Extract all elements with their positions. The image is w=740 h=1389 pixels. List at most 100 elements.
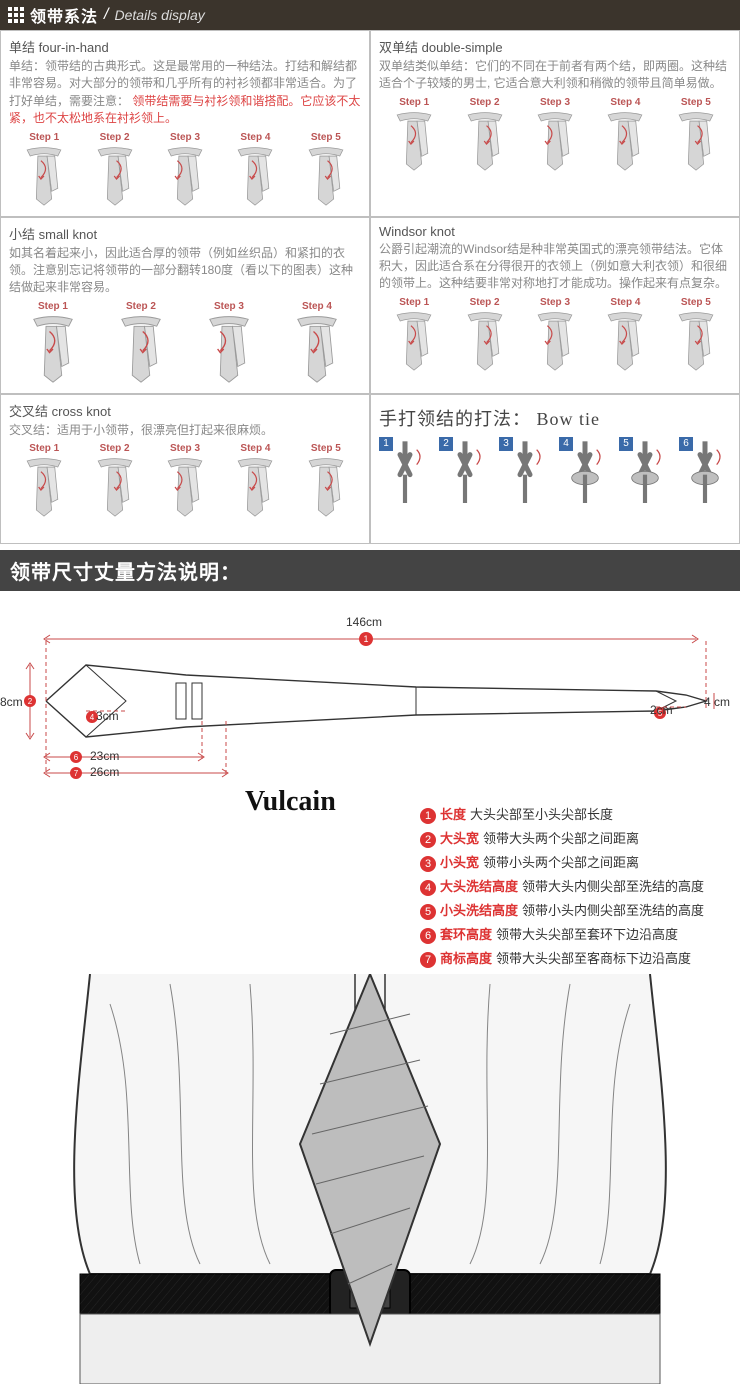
header-dots-icon xyxy=(8,7,24,23)
knot-step: Step 4 xyxy=(590,297,660,377)
step-label: Step 4 xyxy=(220,132,290,143)
legend-value: 领带大头尖部至套环下边沿高度 xyxy=(496,927,678,942)
step-label: Step 2 xyxy=(79,132,149,143)
knot-title: Windsor knot xyxy=(379,224,731,239)
legend-bullet: 2 xyxy=(420,832,436,848)
legend-bullet: 3 xyxy=(420,856,436,872)
svg-text:4: 4 xyxy=(90,713,95,722)
legend-value: 领带大头内侧尖部至洗结的高度 xyxy=(522,879,704,894)
bowtie-row: 1 2 3 4 5 6 xyxy=(379,437,731,514)
knot-windsor: Windsor knot 公爵引起潮流的Windsor结是种非常英国式的漂亮领带… xyxy=(370,217,740,394)
step-label: Step 4 xyxy=(590,297,660,308)
knot-step: Step 3 xyxy=(150,443,220,523)
knot-four-in-hand: 单结 four-in-hand 单结：领带结的古典形式。这是最常用的一种结法。打… xyxy=(0,30,370,217)
size-banner: 领带尺寸丈量方法说明： xyxy=(0,550,740,591)
tie-diagram-svg: 1 2 4 5 6 7 xyxy=(16,621,716,781)
step-label: Step 5 xyxy=(661,97,731,108)
legend-value: 领带小头内侧尖部至洗结的高度 xyxy=(522,903,704,918)
knot-step: Step 1 xyxy=(9,132,79,212)
legend-key: 小头洗结高度 xyxy=(440,903,518,918)
bowtie-step: 2 xyxy=(439,437,491,514)
bowtie-title: 手打领结的打法： Bow tie xyxy=(379,405,731,431)
steps-row: Step 1 Step 2 Step 3 Step 4 Step 5 xyxy=(379,297,731,377)
step-label: Step 5 xyxy=(291,443,361,454)
knot-step: Step 1 xyxy=(379,297,449,377)
knot-small: 小结 small knot 如其名着起来小，因此适合厚的领带（例如丝织品）和紧扣… xyxy=(0,217,370,394)
svg-text:7: 7 xyxy=(74,769,79,778)
knot-step: Step 4 xyxy=(220,443,290,523)
step-label: Step 2 xyxy=(97,301,185,312)
step-label: Step 4 xyxy=(273,301,361,312)
knot-step: Step 2 xyxy=(449,97,519,177)
bowtie-step: 4 xyxy=(559,437,611,514)
knot-step: Step 2 xyxy=(79,132,149,212)
step-label: Step 2 xyxy=(449,297,519,308)
knot-step: Step 1 xyxy=(9,443,79,523)
knot-step: Step 5 xyxy=(291,132,361,212)
bowtie-step: 6 xyxy=(679,437,731,514)
legend-row: 3小头宽领带小头两个尖部之间距离 xyxy=(420,852,740,872)
dim-4cm: 4 cm xyxy=(704,695,730,709)
knot-cross: 交叉结 cross knot 交叉结：适用于小领带，很漂亮但打起来很麻烦。 St… xyxy=(0,394,370,544)
dim-26cm: 26cm xyxy=(90,765,119,779)
legend-value: 领带大头尖部至客商标下边沿高度 xyxy=(496,951,691,966)
step-label: Step 3 xyxy=(520,97,590,108)
step-label: Step 2 xyxy=(449,97,519,108)
dim-3cm: 3cm xyxy=(96,709,119,723)
step-label: Step 1 xyxy=(9,132,79,143)
legend-bullet: 5 xyxy=(420,904,436,920)
bowtie-step: 5 xyxy=(619,437,671,514)
dim-23cm: 23cm xyxy=(90,749,119,763)
knot-step: Step 3 xyxy=(150,132,220,212)
step-label: Step 2 xyxy=(79,443,149,454)
legend-value: 领带大头两个尖部之间距离 xyxy=(483,831,639,846)
knot-desc: 双单结类似单结：它们的不同在于前者有两个结，即两圈。这种结适合个子较矮的男士, … xyxy=(379,58,731,93)
legend-key: 大头宽 xyxy=(440,831,479,846)
legend-key: 大头洗结高度 xyxy=(440,879,518,894)
knot-step: Step 3 xyxy=(520,97,590,177)
step-label: Step 1 xyxy=(9,443,79,454)
step-label: Step 1 xyxy=(379,97,449,108)
header-title-en: Details display xyxy=(114,7,204,23)
legend-value: 大头尖部至小头尖部长度 xyxy=(470,807,613,822)
legend-key: 长度 xyxy=(440,807,466,822)
svg-text:2: 2 xyxy=(28,697,33,706)
knot-step: Step 4 xyxy=(590,97,660,177)
step-label: Step 3 xyxy=(185,301,273,312)
knot-step: Step 5 xyxy=(661,97,731,177)
step-label: Step 5 xyxy=(291,132,361,143)
knot-title: 单结 four-in-hand xyxy=(9,37,361,56)
knot-step: Step 1 xyxy=(9,301,97,389)
legend-bullet: 7 xyxy=(420,952,436,968)
step-label: Step 3 xyxy=(150,132,220,143)
bowtie-step-num: 5 xyxy=(619,437,633,451)
bowtie-step-num: 6 xyxy=(679,437,693,451)
knot-bowtie: 手打领结的打法： Bow tie 1 2 3 4 5 6 xyxy=(370,394,740,544)
dim-total: 146cm xyxy=(346,615,382,629)
step-label: Step 1 xyxy=(379,297,449,308)
steps-row: Step 1 Step 2 Step 3 Step 4 Step 5 xyxy=(379,97,731,177)
legend-row: 4大头洗结高度领带大头内侧尖部至洗结的高度 xyxy=(420,876,740,896)
brand-name: Vulcain xyxy=(245,786,336,818)
bowtie-step-num: 3 xyxy=(499,437,513,451)
knot-desc: 单结：领带结的古典形式。这是最常用的一种结法。打结和解结都非常容易。对大部分的领… xyxy=(9,58,361,128)
legend-key: 套环高度 xyxy=(440,927,492,942)
knot-grid: 单结 four-in-hand 单结：领带结的古典形式。这是最常用的一种结法。打… xyxy=(0,30,740,544)
step-label: Step 3 xyxy=(520,297,590,308)
step-label: Step 4 xyxy=(590,97,660,108)
step-label: Step 5 xyxy=(661,297,731,308)
legend-bullet: 1 xyxy=(420,808,436,824)
tie-measurement-diagram: 1 2 4 5 6 7 xyxy=(0,591,740,796)
knot-step: Step 4 xyxy=(220,132,290,212)
knot-title: 双单结 double-simple xyxy=(379,37,731,56)
bowtie-step: 3 xyxy=(499,437,551,514)
steps-row: Step 1 Step 2 Step 3 Step 4 Step 5 xyxy=(9,443,361,523)
legend-row: 5 小头洗结高度领带小头内侧尖部至洗结的高度 xyxy=(420,900,740,920)
steps-row: Step 1 Step 2 Step 3 Step 4 xyxy=(9,301,361,389)
knot-desc: 公爵引起潮流的Windsor结是种非常英国式的漂亮领带结法。它体积大，因此适合系… xyxy=(379,241,731,293)
legend-key: 商标高度 xyxy=(440,951,492,966)
steps-row: Step 1 Step 2 Step 3 Step 4 Step 5 xyxy=(9,132,361,212)
details-header: 领带系法 / Details display xyxy=(0,0,740,30)
legend-key: 小头宽 xyxy=(440,855,479,870)
legend-row: 6套环高度领带大头尖部至套环下边沿高度 xyxy=(420,924,740,944)
